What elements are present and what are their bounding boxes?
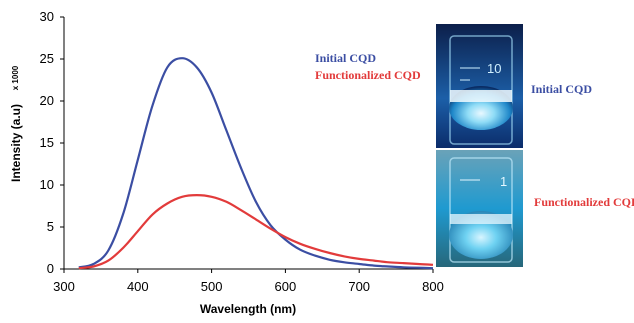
y-tick-label: 25 — [40, 51, 54, 66]
series-layer — [78, 57, 434, 270]
y-tick-label: 20 — [40, 93, 54, 108]
beaker-mark-top: 10 — [487, 61, 501, 76]
series-line-initial — [78, 57, 434, 270]
x-tick-label: 300 — [53, 279, 75, 294]
x-axis-title: Wavelength (nm) — [200, 302, 296, 316]
y-tick-label: 5 — [47, 219, 54, 234]
x-tick-label: 400 — [127, 279, 149, 294]
y-tick-label: 15 — [40, 135, 54, 150]
series-line-functionalized — [78, 193, 434, 270]
y-scale-note: x 1000 — [11, 65, 20, 90]
x-tick-label: 700 — [348, 279, 370, 294]
axes: 300 400 500 600 700 800 0 5 10 15 20 25 30 — [40, 9, 444, 294]
y-tick-label: 10 — [40, 177, 54, 192]
y-tick-label: 0 — [47, 261, 54, 276]
y-axis-title: Intensity (a.u) — [9, 104, 23, 182]
legend-functionalized: Functionalized CQD — [315, 68, 421, 82]
x-tick-label: 600 — [275, 279, 297, 294]
x-tick-label: 500 — [201, 279, 223, 294]
photo-label-initial: Initial CQD — [531, 82, 592, 96]
x-tick-label: 800 — [422, 279, 444, 294]
y-tick-label: 30 — [40, 9, 54, 24]
photo-functionalized-cqd: 1 — [436, 150, 523, 267]
beaker-mark-bottom: 1 — [500, 174, 507, 189]
legend-initial: Initial CQD — [315, 51, 376, 65]
photo-initial-cqd: 10 — [436, 24, 523, 148]
photo-label-functionalized: Functionalized CQD — [534, 195, 634, 209]
